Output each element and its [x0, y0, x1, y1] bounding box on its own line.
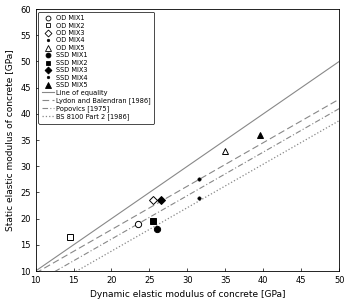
X-axis label: Dynamic elastic modulus of concrete [GPa]: Dynamic elastic modulus of concrete [GPa… [90, 290, 285, 300]
Y-axis label: Static elastic modulus of concrete [GPa]: Static elastic modulus of concrete [GPa] [6, 49, 15, 231]
Legend: OD MIX1, OD MIX2, OD MIX3, OD MIX4, OD MIX5, SSD MIX1, SSD MIX2, SSD MIX3, SSD M: OD MIX1, OD MIX2, OD MIX3, OD MIX4, OD M… [38, 12, 154, 124]
